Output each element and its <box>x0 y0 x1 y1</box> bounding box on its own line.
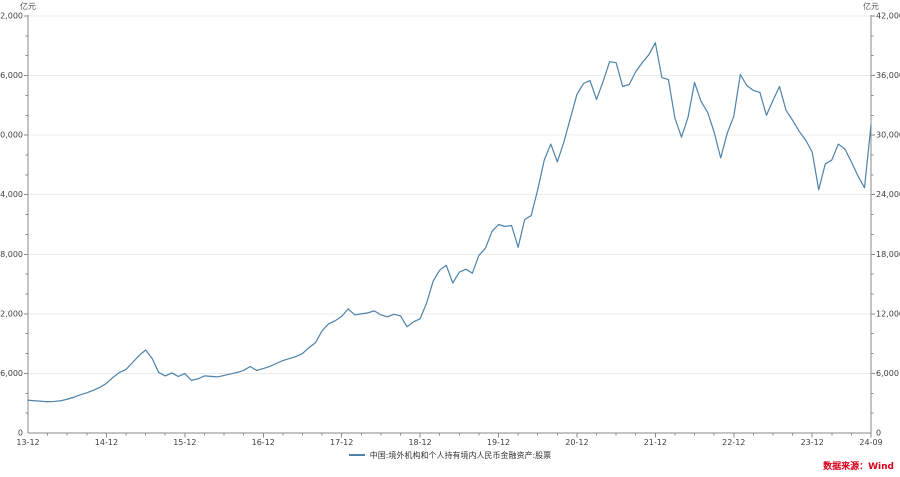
svg-text:16-12: 16-12 <box>252 438 275 447</box>
svg-text:0: 0 <box>18 429 23 438</box>
svg-text:36,000: 36,000 <box>0 71 23 80</box>
svg-text:0: 0 <box>876 429 881 438</box>
svg-text:15-12: 15-12 <box>173 438 196 447</box>
chart-legend-item[interactable]: 中国:境外机构和个人持有境内人民币金融资产:股票 <box>0 450 900 461</box>
svg-text:30,000: 30,000 <box>876 131 900 140</box>
svg-text:23-12: 23-12 <box>801 438 824 447</box>
x-axis-ticks <box>47 433 872 438</box>
data-source-label: 数据来源：Wind <box>823 462 894 472</box>
svg-text:18,000: 18,000 <box>0 250 23 259</box>
svg-text:19-12: 19-12 <box>487 438 510 447</box>
svg-text:22-12: 22-12 <box>722 438 745 447</box>
x-axis-labels: 13-12 14-12 15-12 16-12 17-12 18-12 19-12 20-12… <box>16 438 882 447</box>
svg-text:30,000: 30,000 <box>0 131 23 140</box>
svg-text:20-12: 20-12 <box>565 438 588 447</box>
svg-text:14-12: 14-12 <box>95 438 118 447</box>
svg-text:18-12: 18-12 <box>408 438 431 447</box>
axes <box>27 15 872 434</box>
y-axis-unit-left: 亿元 <box>20 2 36 11</box>
y-axis-labels-left: 0 6,000 12,000 18,000 24,000 30,000 36,000 42,0… <box>0 12 23 438</box>
svg-text:13-12: 13-12 <box>16 438 39 447</box>
svg-text:24,000: 24,000 <box>0 190 23 199</box>
y-axis-labels-right: 0 6,000 12,000 18,000 24,000 30,000 36,000 42,0… <box>876 12 900 438</box>
svg-text:42,000: 42,000 <box>876 12 900 21</box>
svg-text:17-12: 17-12 <box>330 438 353 447</box>
svg-text:24-09: 24-09 <box>859 438 882 447</box>
svg-text:6,000: 6,000 <box>0 369 23 378</box>
svg-text:12,000: 12,000 <box>876 309 900 318</box>
svg-text:24,000: 24,000 <box>876 190 900 199</box>
series-line[interactable] <box>27 42 872 403</box>
svg-text:21-12: 21-12 <box>644 438 667 447</box>
svg-text:36,000: 36,000 <box>876 71 900 80</box>
svg-text:12,000: 12,000 <box>0 309 23 318</box>
legend-label: 中国:境外机构和个人持有境内人民币金融资产:股票 <box>369 451 552 460</box>
y-gridlines <box>29 15 870 374</box>
svg-text:42,000: 42,000 <box>0 12 23 21</box>
svg-text:6,000: 6,000 <box>876 369 899 378</box>
svg-text:18,000: 18,000 <box>876 250 900 259</box>
y-axis-ticks <box>24 15 875 414</box>
y-axis-unit-right: 亿元 <box>863 2 879 11</box>
legend-line-swatch <box>348 453 365 456</box>
